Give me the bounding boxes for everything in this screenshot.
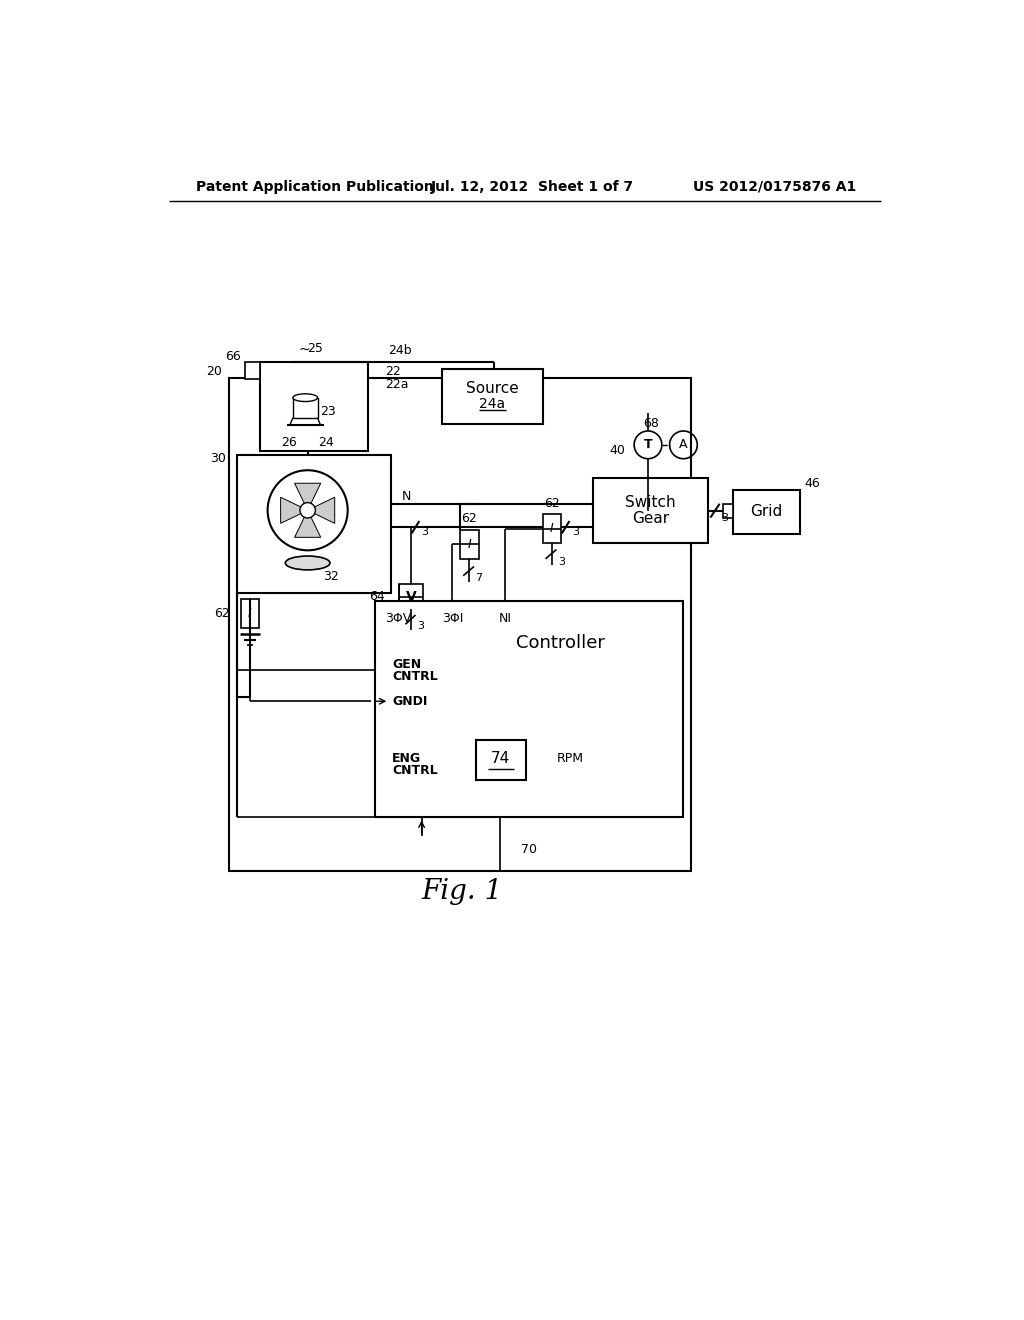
- Text: 3: 3: [571, 527, 579, 537]
- Text: RPM: RPM: [556, 751, 584, 764]
- Bar: [293, 397, 317, 417]
- Ellipse shape: [286, 556, 330, 570]
- Text: 3: 3: [721, 512, 728, 523]
- Text: 25: 25: [307, 342, 324, 355]
- Text: V: V: [406, 590, 416, 603]
- Text: 62: 62: [462, 512, 477, 525]
- Text: 24a: 24a: [479, 397, 506, 411]
- Text: Switch: Switch: [625, 495, 676, 511]
- Text: GEN: GEN: [392, 657, 422, 671]
- Polygon shape: [281, 498, 307, 523]
- Bar: [260, 363, 368, 451]
- Bar: [733, 490, 801, 535]
- Bar: [398, 585, 423, 609]
- Polygon shape: [295, 483, 321, 511]
- Text: 3ΦV: 3ΦV: [385, 611, 412, 624]
- Text: 32: 32: [323, 570, 339, 583]
- Text: 3: 3: [558, 557, 565, 566]
- Bar: [460, 529, 478, 558]
- Text: 23: 23: [321, 405, 336, 418]
- Text: 26: 26: [282, 437, 297, 449]
- Text: Controller: Controller: [516, 635, 604, 652]
- Text: 68: 68: [643, 417, 659, 430]
- Bar: [543, 515, 561, 544]
- Polygon shape: [307, 498, 335, 523]
- Text: 20: 20: [206, 366, 221, 379]
- Text: 62: 62: [214, 607, 230, 620]
- Bar: [245, 363, 260, 379]
- Text: Grid: Grid: [751, 504, 782, 519]
- Bar: [229, 378, 691, 871]
- Text: GNDI: GNDI: [392, 694, 428, 708]
- Text: Gear: Gear: [632, 511, 669, 525]
- Bar: [442, 368, 543, 424]
- Text: I: I: [248, 607, 252, 620]
- Bar: [237, 455, 391, 594]
- Text: 22: 22: [385, 366, 400, 379]
- Bar: [241, 599, 259, 628]
- Bar: [475, 739, 525, 780]
- Text: NI: NI: [499, 611, 511, 624]
- Bar: [724, 504, 733, 517]
- Text: Fig. 1: Fig. 1: [421, 878, 503, 906]
- Text: 24b: 24b: [388, 343, 412, 356]
- Text: 74: 74: [490, 751, 510, 766]
- Polygon shape: [295, 511, 321, 537]
- Text: I: I: [468, 537, 471, 550]
- Text: 3: 3: [417, 620, 424, 631]
- Text: 66: 66: [225, 350, 241, 363]
- Text: N: N: [401, 490, 411, 503]
- Text: CNTRL: CNTRL: [392, 671, 438, 684]
- Ellipse shape: [293, 393, 317, 401]
- Text: 22a: 22a: [385, 378, 409, 391]
- Text: Source: Source: [466, 381, 519, 396]
- Text: Jul. 12, 2012  Sheet 1 of 7: Jul. 12, 2012 Sheet 1 of 7: [431, 180, 634, 194]
- Text: 3ΦI: 3ΦI: [441, 611, 463, 624]
- Text: 70: 70: [521, 842, 538, 855]
- Text: 46: 46: [804, 477, 820, 490]
- Text: 24: 24: [318, 437, 334, 449]
- Text: ~: ~: [366, 371, 379, 385]
- Text: Patent Application Publication: Patent Application Publication: [196, 180, 434, 194]
- Text: 62: 62: [544, 496, 560, 510]
- Text: ENG: ENG: [392, 752, 422, 766]
- Text: 40: 40: [609, 445, 625, 458]
- Text: US 2012/0175876 A1: US 2012/0175876 A1: [692, 180, 856, 194]
- Text: 7: 7: [475, 573, 482, 583]
- Text: I: I: [550, 523, 554, 536]
- Text: 30: 30: [210, 453, 226, 465]
- Text: CNTRL: CNTRL: [392, 764, 438, 777]
- Text: A: A: [679, 438, 688, 451]
- Text: 3: 3: [422, 527, 429, 537]
- Text: ~: ~: [299, 342, 310, 356]
- Circle shape: [300, 503, 315, 517]
- Bar: [593, 478, 708, 544]
- Text: 64: 64: [369, 590, 385, 603]
- Text: T: T: [644, 438, 652, 451]
- Bar: [376, 601, 683, 817]
